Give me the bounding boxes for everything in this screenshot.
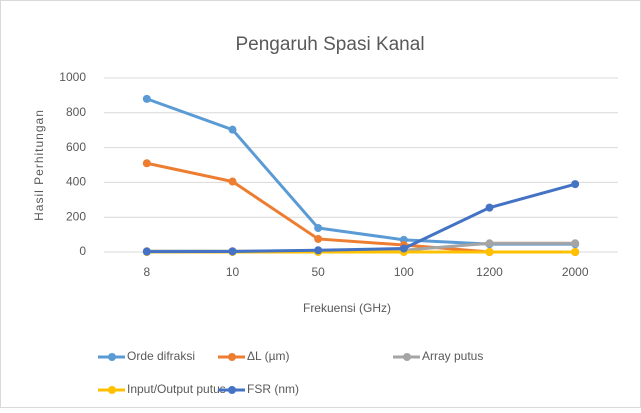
legend-label: FSR (nm) [247, 382, 299, 396]
x-tick-label: 10 [226, 265, 240, 279]
y-tick-label: 200 [66, 209, 86, 223]
y-tick-label: 400 [66, 175, 86, 189]
legend-marker [228, 386, 236, 394]
x-tick-label: 2000 [562, 265, 589, 279]
data-point [142, 94, 151, 103]
data-point [485, 203, 494, 212]
x-tick-label: 100 [394, 265, 414, 279]
data-point [314, 234, 323, 243]
y-tick-label: 0 [79, 244, 86, 258]
series-line [146, 182, 576, 254]
data-point [571, 239, 580, 248]
data-point [571, 180, 580, 189]
x-tick-label: 50 [311, 265, 325, 279]
y-axis-label: Hasil Perhitungan [32, 109, 46, 221]
data-point [228, 247, 237, 256]
x-tick-label: 1200 [476, 265, 503, 279]
data-point [228, 125, 237, 134]
data-point [485, 248, 494, 256]
y-tick-label: 600 [66, 140, 86, 154]
legend-label: Array putus [422, 349, 483, 363]
legend-marker [108, 386, 116, 394]
legend-label: Orde difraksi [127, 349, 195, 363]
legend-marker [403, 353, 411, 361]
data-point [485, 239, 494, 248]
data-point [142, 247, 151, 256]
data-point [571, 248, 580, 256]
legend-label: Input/Output putus [127, 382, 226, 396]
data-point [142, 159, 151, 168]
data-point [314, 246, 323, 255]
y-tick-label: 800 [66, 105, 86, 119]
x-tick-label: 8 [143, 265, 150, 279]
legend-marker [228, 353, 236, 361]
y-tick-label: 1000 [59, 70, 86, 84]
data-point [314, 223, 323, 232]
chart-title: Pengaruh Spasi Kanal [235, 34, 424, 55]
legend-label: ΔL (µm) [247, 349, 289, 363]
legend-marker [108, 353, 116, 361]
data-point [399, 244, 408, 253]
x-axis-label: Frekuensi (GHz) [303, 301, 391, 315]
data-point [228, 177, 237, 186]
